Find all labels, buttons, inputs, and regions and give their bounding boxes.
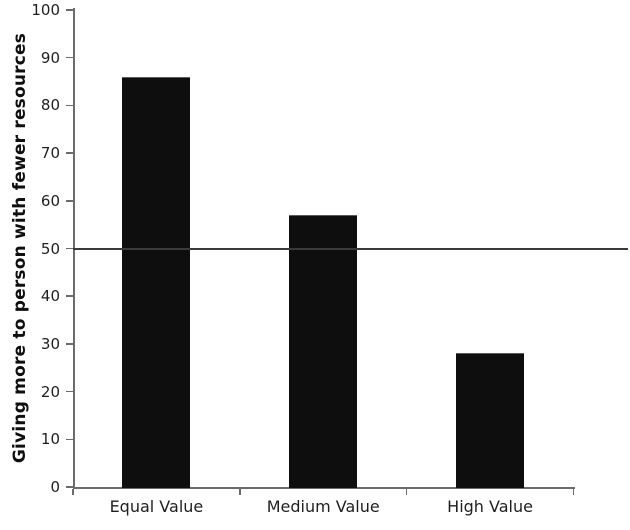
y-axis-tick: [66, 152, 73, 154]
y-axis-tick: [66, 56, 73, 59]
y-axis-tick-label: 60: [40, 191, 60, 210]
y-axis-tick-label: 100: [31, 1, 60, 19]
y-axis-tick-label: 10: [40, 430, 60, 449]
y-axis-tick-label: 0: [50, 478, 60, 496]
y-axis-tick-label: 70: [40, 144, 60, 163]
x-axis-tick: [405, 488, 408, 495]
bar-equal-value: [122, 76, 191, 488]
y-axis-tick: [66, 200, 73, 202]
y-axis-tick-label: 50: [40, 239, 60, 258]
x-axis-tick: [239, 488, 241, 495]
y-axis-tick-label: 90: [40, 48, 60, 67]
y-axis-tick: [66, 104, 73, 107]
x-axis-tick: [72, 488, 74, 495]
y-axis-tick: [66, 247, 73, 250]
y-axis-tick: [66, 390, 73, 393]
y-axis-tick-label: 30: [40, 334, 60, 353]
x-axis-category-label: High Value: [447, 497, 533, 516]
y-axis-tick: [66, 343, 73, 345]
reference-line: [73, 247, 628, 250]
x-axis-tick: [572, 488, 575, 495]
y-axis-tick-label: 40: [40, 287, 60, 306]
y-axis-tick: [66, 438, 73, 441]
y-axis-tick-label: 80: [40, 96, 60, 115]
y-axis-tick-label: 20: [40, 382, 60, 401]
y-axis-tick: [66, 9, 73, 11]
y-axis-tick: [66, 486, 73, 488]
x-axis-category-label: Equal Value: [109, 497, 204, 516]
bar-high-value: [456, 353, 525, 488]
bar-medium-value: [289, 215, 358, 488]
x-axis-category-label: Medium Value: [266, 497, 380, 516]
y-axis-tick: [66, 295, 73, 297]
